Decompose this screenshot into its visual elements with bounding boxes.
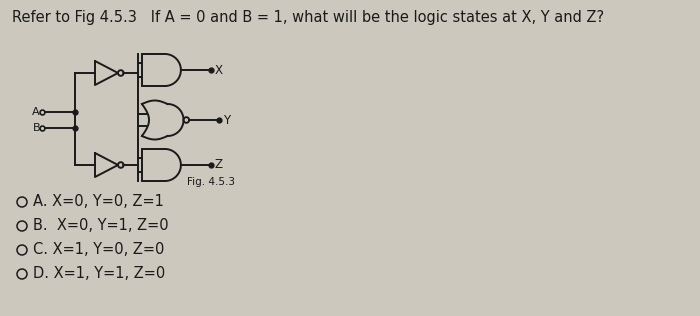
Text: Fig. 4.5.3: Fig. 4.5.3 (187, 177, 235, 187)
Text: A. X=0, Y=0, Z=1: A. X=0, Y=0, Z=1 (33, 195, 164, 210)
Text: C. X=1, Y=0, Z=0: C. X=1, Y=0, Z=0 (33, 242, 164, 258)
Text: B: B (32, 123, 40, 133)
Text: Refer to Fig 4.5.3   If A = 0 and B = 1, what will be the logic states at X, Y a: Refer to Fig 4.5.3 If A = 0 and B = 1, w… (12, 10, 604, 25)
Text: A: A (32, 107, 40, 117)
Text: D. X=1, Y=1, Z=0: D. X=1, Y=1, Z=0 (33, 266, 165, 282)
Text: Z: Z (215, 159, 223, 172)
Text: B.  X=0, Y=1, Z=0: B. X=0, Y=1, Z=0 (33, 218, 169, 234)
Text: X: X (215, 64, 223, 76)
Text: Y: Y (223, 113, 230, 126)
